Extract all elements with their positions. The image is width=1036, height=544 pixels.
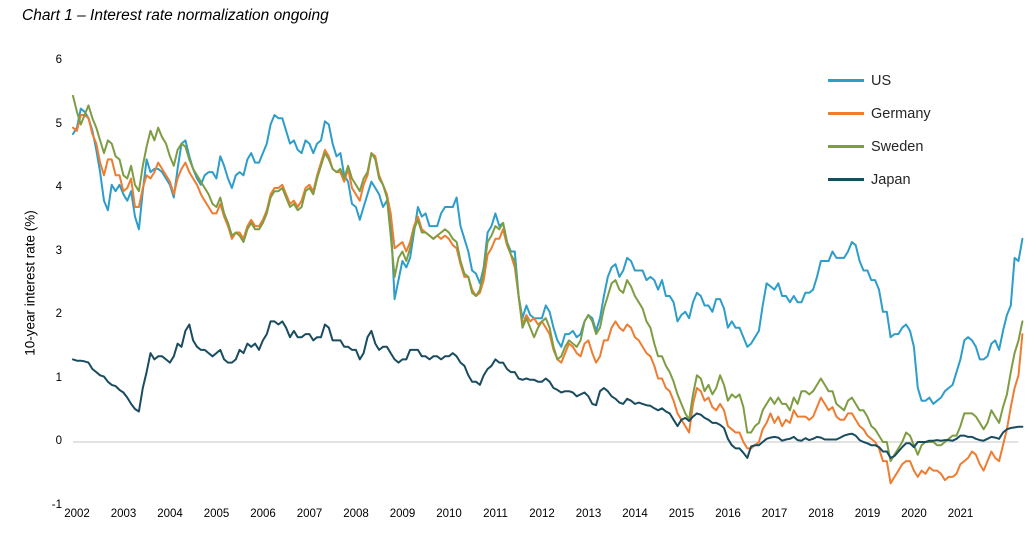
y-axis-title: 10-year interest rate (%) — [22, 210, 38, 356]
x-tick-label-2012: 2012 — [529, 508, 555, 520]
series-line-us — [72, 107, 1024, 405]
legend-label-germany: Germany — [871, 105, 931, 122]
y-tick-label-2: 2 — [55, 308, 62, 320]
x-tick-label-2008: 2008 — [343, 508, 369, 520]
x-tick-label-2018: 2018 — [808, 508, 834, 520]
y-tick-label-3: 3 — [55, 244, 62, 257]
x-tick-label-2010: 2010 — [436, 508, 462, 520]
chart-title: Chart 1 – Interest rate normalization on… — [22, 7, 329, 24]
legend-line-swatch-sweden — [828, 145, 864, 148]
x-tick-label-2017: 2017 — [761, 508, 788, 520]
legend-item-japan: Japan — [828, 163, 931, 196]
x-tick-label-2002: 2002 — [64, 508, 90, 520]
chart-legend: US Germany Sweden Japan — [828, 64, 931, 196]
x-tick-label-2006: 2006 — [250, 508, 276, 520]
x-tick-label-2009: 2009 — [389, 508, 416, 520]
x-tick-label-2013: 2013 — [575, 508, 602, 520]
legend-line-swatch-japan — [828, 178, 864, 181]
x-tick-label-2005: 2005 — [203, 508, 230, 520]
y-tick-label-0: 0 — [55, 435, 62, 447]
x-tick-label-2016: 2016 — [715, 508, 741, 520]
series-line-japan — [72, 320, 1024, 459]
y-tick-label-1: 1 — [55, 371, 62, 384]
legend-label-us: US — [871, 72, 892, 89]
y-tick-label-6: 6 — [55, 54, 62, 66]
legend-line-swatch-germany — [828, 112, 864, 115]
legend-line-swatch-us — [828, 79, 864, 82]
x-tick-label-2015: 2015 — [668, 508, 695, 520]
legend-label-japan: Japan — [871, 171, 911, 188]
x-tick-label-2014: 2014 — [622, 508, 648, 520]
legend-label-sweden: Sweden — [871, 138, 924, 155]
x-tick-label-2019: 2019 — [854, 508, 881, 520]
y-tick-label-5: 5 — [55, 117, 62, 130]
legend-item-us: US — [828, 64, 931, 97]
legend-item-sweden: Sweden — [828, 130, 931, 163]
x-tick-label-2003: 2003 — [110, 508, 137, 520]
x-tick-label-2007: 2007 — [296, 508, 323, 520]
y-tick-label-4: 4 — [55, 181, 62, 193]
series-line-sweden — [72, 94, 1024, 463]
x-tick-label-2020: 2020 — [901, 508, 927, 520]
x-tick-label-2011: 2011 — [483, 508, 508, 520]
series-line-germany — [72, 114, 1024, 485]
y-tick-label--1: -1 — [51, 498, 62, 511]
x-tick-label-2021: 2021 — [947, 508, 974, 520]
x-tick-label-2004: 2004 — [157, 508, 183, 520]
legend-item-germany: Germany — [828, 97, 931, 130]
